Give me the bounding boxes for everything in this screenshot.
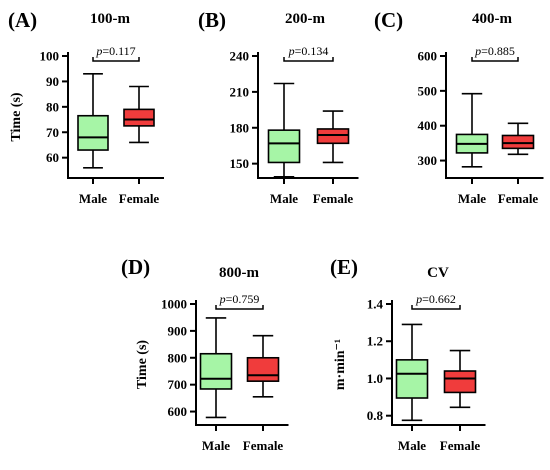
- category-label-female: Female: [498, 191, 539, 206]
- p-value-symbol: p: [288, 44, 295, 58]
- category-label-male: Male: [458, 191, 486, 206]
- y-tick-label: 180: [230, 120, 250, 135]
- y-tick-label: 1.0: [367, 371, 383, 386]
- y-tick-label: 600: [168, 404, 188, 419]
- significance-bracket: [215, 305, 264, 310]
- box-iqr: [123, 108, 155, 127]
- box-female: [316, 110, 350, 164]
- significance-bracket: [411, 305, 461, 310]
- box-male: [267, 82, 301, 178]
- y-tick-label: 700: [168, 377, 188, 392]
- axis-lines: [67, 52, 164, 179]
- p-value-label: p=0.134: [288, 44, 329, 58]
- box-iqr: [501, 134, 535, 150]
- axis-lines: [195, 300, 289, 426]
- p-value-symbol: p: [219, 292, 226, 306]
- category-label-male: Male: [270, 191, 298, 206]
- box-iqr: [246, 356, 280, 382]
- category-label-male: Male: [398, 438, 426, 453]
- y-tick-label: 1000: [161, 297, 187, 312]
- p-value-label: p=0.662: [415, 292, 456, 306]
- y-tick-label: 70: [46, 125, 59, 140]
- y-axis-label: m·min⁻¹: [333, 339, 348, 390]
- y-tick-label: 1.2: [367, 334, 383, 349]
- y-tick-label: 90: [46, 74, 59, 89]
- panel-letter: (C): [374, 8, 403, 32]
- y-tick-label: 0.8: [367, 408, 384, 423]
- category-label-female: Female: [119, 191, 160, 206]
- box-male: [395, 323, 429, 422]
- p-value-symbol: p: [474, 44, 481, 58]
- panel-a: (A) 100-m Time (s) 60 70 80 90 100 Male Female p=0…: [8, 8, 164, 206]
- panel-letter: (D): [121, 255, 150, 279]
- y-tick-label: 300: [418, 153, 438, 168]
- p-value-number: =0.662: [422, 292, 456, 306]
- y-tick-label: 1.4: [367, 297, 384, 312]
- p-value-number: =0.885: [481, 44, 515, 58]
- panel-letter: (B): [198, 8, 226, 32]
- panel-b: (B) 200-m 150 180 210 240 Male Female p=0.134: [198, 8, 359, 206]
- p-value-label: p=0.885: [474, 44, 515, 58]
- category-label-female: Female: [243, 438, 284, 453]
- y-tick-label: 500: [418, 83, 438, 98]
- p-value-number: =0.759: [226, 292, 260, 306]
- p-value-label: p=0.759: [219, 292, 260, 306]
- y-axis-label: Time (s): [9, 92, 24, 141]
- box-female: [123, 85, 155, 144]
- p-value-label: p=0.117: [95, 44, 135, 58]
- category-label-male: Male: [79, 191, 107, 206]
- box-female: [443, 349, 477, 409]
- y-axis-label: Time (s): [135, 340, 150, 389]
- box-iqr: [199, 352, 233, 390]
- y-tick-label: 400: [418, 118, 438, 133]
- significance-bracket: [471, 57, 519, 62]
- significance-bracket: [283, 57, 334, 62]
- panel-letter: (A): [8, 8, 37, 32]
- p-value-symbol: p: [95, 44, 102, 58]
- box-iqr: [267, 129, 301, 164]
- box-iqr: [316, 128, 350, 145]
- panel-letter: (E): [330, 255, 358, 279]
- y-tick-label: 60: [46, 150, 59, 165]
- y-tick-label: 80: [46, 99, 59, 114]
- y-tick-label: 900: [168, 323, 188, 338]
- y-tick-label: 800: [168, 350, 188, 365]
- box-iqr: [443, 370, 477, 394]
- category-label-female: Female: [440, 438, 481, 453]
- p-value-symbol: p: [415, 292, 422, 306]
- box-female: [501, 122, 535, 156]
- panel-d: (D) 800-m Time (s) 600 700 800 900 1000 Male Fema…: [121, 255, 289, 453]
- box-male: [199, 317, 233, 419]
- y-tick-label: 150: [230, 156, 250, 171]
- category-label-male: Male: [202, 438, 230, 453]
- panel-title: 400-m: [472, 11, 512, 27]
- panel-title: CV: [427, 265, 449, 281]
- panel-c: (C) 400-m 300 400 500 600 Male Female p=0.885: [374, 8, 544, 206]
- panel-title: 200-m: [285, 11, 325, 27]
- y-tick-label: 600: [418, 49, 438, 64]
- box-male: [77, 72, 109, 169]
- p-value-number: =0.134: [295, 44, 329, 58]
- y-tick-label: 240: [230, 49, 250, 64]
- y-tick-label: 210: [230, 84, 250, 99]
- panel-e: (E) CV m·min⁻¹ 0.8 1.0 1.2 1.4 Male Female p=0.66…: [330, 255, 486, 453]
- box-male: [455, 92, 489, 168]
- box-iqr: [77, 114, 109, 151]
- category-label-female: Female: [313, 191, 354, 206]
- panel-title: 100-m: [90, 11, 130, 27]
- panel-title: 800-m: [219, 265, 259, 281]
- p-value-number: =0.117: [102, 44, 135, 58]
- significance-bracket: [92, 57, 140, 62]
- box-iqr: [395, 359, 429, 399]
- axis-lines: [445, 52, 544, 179]
- box-female: [246, 334, 280, 398]
- axis-lines: [257, 52, 359, 179]
- y-tick-label: 100: [40, 49, 60, 64]
